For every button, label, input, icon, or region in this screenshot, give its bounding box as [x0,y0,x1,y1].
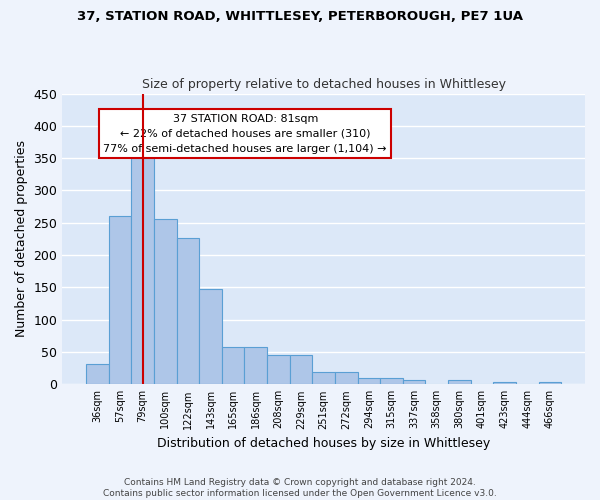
Bar [109,216,131,384]
Bar [244,348,267,385]
Bar [539,382,561,384]
Text: 37 STATION ROAD: 81sqm
← 22% of detached houses are smaller (310)
77% of semi-de: 37 STATION ROAD: 81sqm ← 22% of detached… [103,114,387,154]
Bar [358,378,380,384]
Bar [86,364,109,384]
Bar [493,382,516,384]
Bar [313,372,335,384]
Bar [131,148,154,384]
Bar [335,372,358,384]
Text: 37, STATION ROAD, WHITTLESEY, PETERBOROUGH, PE7 1UA: 37, STATION ROAD, WHITTLESEY, PETERBOROU… [77,10,523,23]
X-axis label: Distribution of detached houses by size in Whittlesey: Distribution of detached houses by size … [157,437,490,450]
Bar [290,355,313,384]
Y-axis label: Number of detached properties: Number of detached properties [15,140,28,338]
Bar [380,378,403,384]
Bar [199,288,222,384]
Bar [403,380,425,384]
Bar [448,380,471,384]
Bar [154,219,176,384]
Bar [222,348,244,385]
Bar [176,238,199,384]
Title: Size of property relative to detached houses in Whittlesey: Size of property relative to detached ho… [142,78,506,91]
Bar [267,355,290,384]
Text: Contains HM Land Registry data © Crown copyright and database right 2024.
Contai: Contains HM Land Registry data © Crown c… [103,478,497,498]
